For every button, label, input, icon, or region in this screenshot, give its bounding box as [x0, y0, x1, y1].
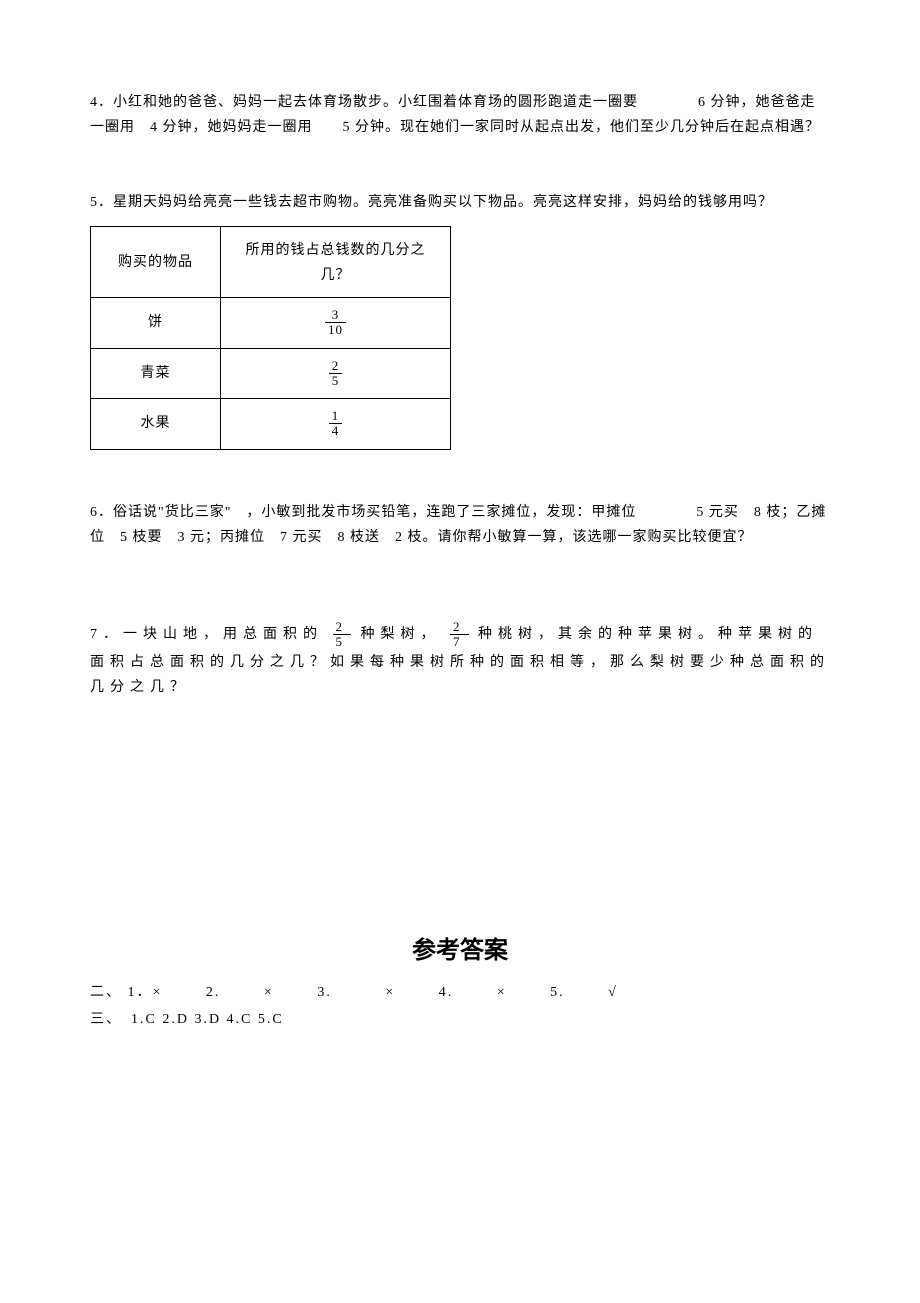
table-header-item: 购买的物品: [91, 226, 221, 297]
answer-item: 3.: [317, 985, 332, 1000]
problem-5-table-wrap: 购买的物品 所用的钱占总钱数的几分之几？ 饼 3 10 青菜 2 5: [90, 226, 830, 450]
table-header-fraction: 所用的钱占总钱数的几分之几？: [221, 226, 451, 297]
answer-item: ×: [497, 985, 507, 1000]
answer-item: 2.: [206, 985, 221, 1000]
answer-item: 4.: [439, 985, 454, 1000]
fraction-den: 4: [329, 424, 343, 438]
table-cell-fraction: 1 4: [221, 399, 451, 450]
answer-item: ×: [385, 985, 395, 1000]
fraction-den: 5: [333, 635, 352, 649]
shopping-table: 购买的物品 所用的钱占总钱数的几分之几？ 饼 3 10 青菜 2 5: [90, 226, 451, 450]
fraction-den: 10: [325, 323, 346, 337]
fraction: 3 10: [325, 308, 346, 338]
answer-item: ×: [264, 985, 274, 1000]
table-cell-fraction: 3 10: [221, 297, 451, 348]
fraction: 2 5: [333, 620, 352, 650]
table-row: 青菜 2 5: [91, 348, 451, 399]
answers-line-1: 二、 1．× 2. × 3. × 4. × 5. √: [90, 980, 830, 1007]
table-header-row: 购买的物品 所用的钱占总钱数的几分之几？: [91, 226, 451, 297]
problem-6-text: 6．俗话说"货比三家" ，小敏到批发市场买铅笔，连跑了三家摊位，发现：甲摊位 5…: [90, 505, 826, 545]
problem-6: 6．俗话说"货比三家" ，小敏到批发市场买铅笔，连跑了三家摊位，发现：甲摊位 5…: [90, 500, 830, 550]
answers-line-2: 三、 1.C 2.D 3.D 4.C 5.C: [90, 1007, 830, 1034]
fraction: 2 5: [329, 359, 343, 389]
answer-item: 5.: [550, 985, 565, 1000]
problem-7-part1: 7．一块山地，用总面积的: [90, 627, 323, 642]
answers-line1-label: 二、: [90, 985, 122, 1000]
table-cell-item: 青菜: [91, 348, 221, 399]
fraction-num: 2: [333, 620, 352, 635]
fraction-num: 2: [450, 620, 469, 635]
fraction: 2 7: [450, 620, 469, 650]
problem-4-text: 4．小红和她的爸爸、妈妈一起去体育场散步。小红围着体育场的圆形跑道走一圈要 6 …: [90, 95, 820, 135]
fraction: 1 4: [329, 409, 343, 439]
table-row: 饼 3 10: [91, 297, 451, 348]
fraction-num: 3: [325, 308, 346, 323]
table-cell-item: 水果: [91, 399, 221, 450]
answer-item: √: [608, 985, 618, 1000]
problem-4: 4．小红和她的爸爸、妈妈一起去体育场散步。小红围着体育场的圆形跑道走一圈要 6 …: [90, 90, 830, 140]
problem-5-intro: 5．星期天妈妈给亮亮一些钱去超市购物。亮亮准备购买以下物品。亮亮这样安排，妈妈给…: [90, 190, 830, 215]
fraction-den: 5: [329, 374, 343, 388]
fraction-den: 7: [450, 635, 469, 649]
problem-5: 5．星期天妈妈给亮亮一些钱去超市购物。亮亮准备购买以下物品。亮亮这样安排，妈妈给…: [90, 190, 830, 449]
table-cell-item: 饼: [91, 297, 221, 348]
problem-7-part2: 种梨树，: [361, 627, 441, 642]
fraction-num: 1: [329, 409, 343, 424]
answer-item: 1．×: [128, 985, 163, 1000]
answers-title: 参考答案: [90, 930, 830, 965]
fraction-num: 2: [329, 359, 343, 374]
problem-7: 7．一块山地，用总面积的 2 5 种梨树， 2 7 种桃树，其余的种苹果树。种苹…: [90, 620, 830, 700]
table-row: 水果 1 4: [91, 399, 451, 450]
table-cell-fraction: 2 5: [221, 348, 451, 399]
